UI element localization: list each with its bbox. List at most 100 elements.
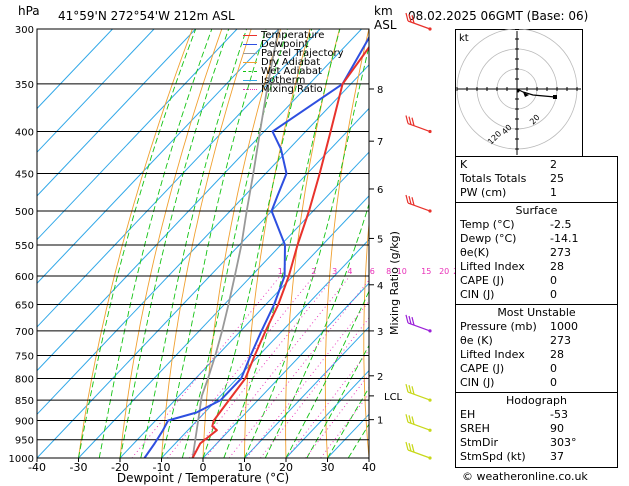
legend-swatch [243,61,257,63]
isotherm-line [161,238,369,458]
isotherm-line [285,369,369,458]
pressure-tick-label: 350 [15,80,34,91]
wind-barb-flag [408,385,412,394]
altitude-tick-label: 8 [377,85,383,96]
temperature-tick-label: 40 [362,461,376,474]
mixing-ratio-label: 6 [370,267,375,276]
pressure-tick-label: 850 [15,396,34,407]
pressure-tick-label: 500 [15,207,34,218]
pressure-tick-label: 1000 [9,454,34,465]
dry-adiabat [78,29,193,458]
isotherm-line [37,29,321,328]
station-location: 41°59'N 272°54'W 212m ASL [58,9,235,23]
wind-barb-flag [408,315,412,325]
wind-barb-base [428,398,432,402]
mixing-ratio-label: 20 [439,267,449,276]
wind-barb-flag [411,15,415,24]
wind-barb-shaft [407,20,431,30]
altitude-tick-label: 4 [377,281,383,292]
hodograph-row: StmSpd (kt) 37 [460,450,564,463]
surface-row: Dewp (°C) -14.1 [460,232,579,245]
hodograph-origin-dot [516,89,520,93]
wind-barb-flag [411,386,415,395]
wind-barb-flag [411,316,415,326]
pressure-tick-label: 550 [15,241,34,252]
y-axis-label-mixing-ratio: Mixing Ratio (g/kg) [388,231,401,335]
altitude-tick-label: 6 [377,185,383,196]
dry-adiabat [202,29,282,458]
surface-title: Surface [515,204,558,217]
altitude-tick-label: 2 [377,372,383,383]
legend-label: Mixing Ratio [261,84,323,95]
wind-barb-shaft [407,449,431,459]
legend-swatch [243,52,257,54]
wet-adiabat [264,202,369,458]
legend-swatch [243,70,257,72]
wind-barb-base [428,329,432,333]
wind-barb-flag [411,117,415,126]
profiles [143,29,369,458]
wind-barb-flag [405,414,409,423]
wind-barb-base [428,428,432,432]
isotherm-line [37,29,279,284]
temperature-axis: -40 -30 -20 -10 0 10 20 30 40 [28,458,376,474]
most-unstable-row: CAPE (J) 0 [460,362,557,375]
wind-barb-flag [405,12,409,22]
wind-barb-flag [405,383,409,393]
wind-barb-shaft [407,322,431,332]
isotherm-line [78,151,369,458]
wind-barb-shaft [407,122,431,133]
surface-table: Surface Temp (°C) -2.5 Dewp (°C) -14.1 θe(… [455,202,618,306]
legend-label: Dewpoint [261,39,309,50]
pressure-tick-label: 800 [15,374,34,385]
mixing-ratio-line [189,275,335,458]
x-axis-label: Dewpoint / Temperature (°C) [117,471,289,485]
altitude-tick-label: 5 [377,234,383,245]
wind-barb-shaft [407,202,431,212]
legend-item: Dewpoint [243,39,344,50]
index-row: Totals Totals 25 [460,172,564,185]
altitude-tick-label: 1 [377,416,383,427]
wet-adiabat [306,344,369,458]
wind-barb-flag [408,195,412,205]
chart-legend: Temperature Dewpoint Parcel Trajectory Dry … [243,31,344,95]
hodograph-frame [455,29,583,157]
wind-barb-base [428,209,432,213]
legend-label: Isotherm [261,75,306,86]
isotherm-line [119,195,369,458]
most-unstable-title: Most Unstable [497,306,576,319]
wind-barb-base [428,456,432,460]
surface-row: Lifted Index 28 [460,260,564,273]
most-unstable-row: Lifted Index 28 [460,348,564,361]
mixing-ratio-label: 2 [311,267,316,276]
pressure-tick-label: 900 [15,416,34,427]
isotherm-line [244,326,369,458]
dry-adiabat [119,29,223,458]
wind-barb-flag [405,441,409,451]
temperature-line [191,45,369,458]
hodograph-row: EH -53 [460,408,568,421]
wind-barb-flag [408,116,412,125]
hodograph-table: Hodograph EH -53 SREH 90 StmDir 303° StmSpd… [455,392,618,468]
isotherm-line [37,64,369,416]
wind-barb-flag [405,314,409,324]
dry-adiabat [285,29,340,458]
legend-item: Parcel Trajectory [243,49,344,59]
legend-item: Wet Adiabat [243,67,344,77]
lcl-label: LCL [384,392,403,403]
hodograph-row: StmDir 303° [460,436,577,449]
hodograph-row: SREH 90 [460,422,564,435]
pressure-unit: hPa [18,4,40,18]
copyright: © weatheronline.co.uk [462,470,588,483]
dry-adiabat [324,29,369,458]
wind-barb-base [428,129,432,134]
legend-swatch [243,88,257,90]
surface-row: θe(K) 273 [460,246,571,259]
pressure-tick-label: 300 [15,25,34,36]
most-unstable-row: CIN (J) 0 [460,376,557,389]
most-unstable-row: Pressure (mb) 1000 [460,320,578,333]
wind-barb-flag [411,197,415,206]
